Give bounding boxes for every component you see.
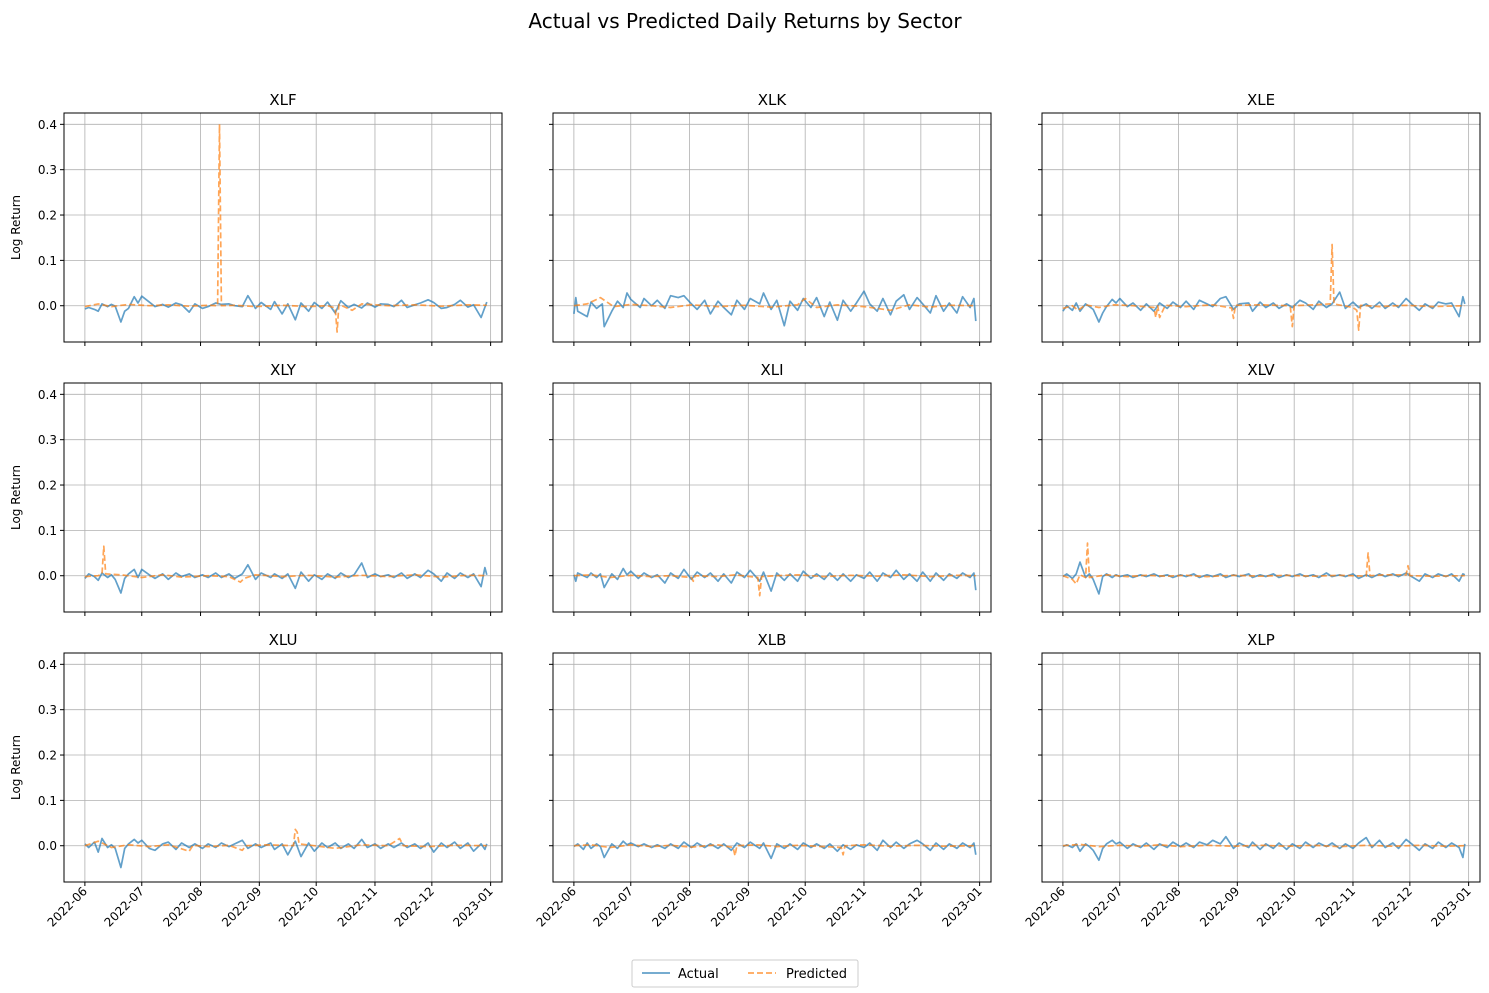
xtick-label: 2022-12 bbox=[1370, 884, 1415, 929]
axes-frame bbox=[552, 112, 992, 343]
subplot-xlk: XLK bbox=[549, 91, 992, 346]
plot-area bbox=[64, 653, 502, 882]
legend-label-actual: Actual bbox=[678, 967, 719, 982]
axes-frame bbox=[552, 382, 992, 613]
subplot-xlb: XLB 2022-06 2022-07 2022-08 2022-09 2022-10 20… bbox=[534, 631, 992, 930]
series-line-actual bbox=[1062, 291, 1466, 323]
xtick-label: 2023-01 bbox=[1428, 884, 1473, 929]
ytick-label: 0.3 bbox=[38, 163, 57, 177]
ylabel: Log Return bbox=[9, 735, 23, 800]
xtick-label: 2022-07 bbox=[102, 884, 147, 929]
plot-area bbox=[64, 113, 502, 342]
subplot-title: XLV bbox=[1247, 361, 1275, 379]
xtick-label: 2022-10 bbox=[1254, 884, 1299, 929]
series-line-predicted bbox=[84, 123, 487, 333]
xtick-label: 2022-11 bbox=[1313, 884, 1358, 929]
xtick-label: 2022-08 bbox=[649, 884, 694, 929]
xtick-label: 2023-01 bbox=[450, 884, 495, 929]
subplot-xle: XLE bbox=[1038, 91, 1481, 346]
ytick-label: 0.0 bbox=[38, 839, 57, 853]
series-line-actual bbox=[573, 290, 977, 328]
subplot-xli: XLI bbox=[549, 361, 992, 616]
ytick-label: 0.2 bbox=[38, 479, 57, 493]
plot-area bbox=[553, 113, 991, 342]
legend-frame bbox=[631, 959, 859, 988]
series-line-actual bbox=[573, 567, 977, 592]
xtick-label: 2022-10 bbox=[276, 884, 321, 929]
legend-label-predicted: Predicted bbox=[786, 967, 847, 982]
subplot-title: XLY bbox=[270, 361, 297, 379]
series-line-predicted bbox=[1062, 843, 1465, 848]
subplot-title: XLF bbox=[269, 91, 296, 109]
xtick-label: 2023-01 bbox=[939, 884, 984, 929]
axes-frame bbox=[63, 382, 503, 613]
xtick-label: 2022-12 bbox=[881, 884, 926, 929]
axes-frame bbox=[1041, 652, 1481, 883]
xtick-label: 2022-09 bbox=[708, 884, 753, 929]
xtick-label: 2022-07 bbox=[1080, 884, 1125, 929]
ytick-label: 0.3 bbox=[38, 703, 57, 717]
subplot-title: XLE bbox=[1247, 91, 1275, 109]
axes-frame bbox=[1041, 112, 1481, 343]
ytick-label: 0.1 bbox=[38, 524, 57, 538]
ytick-label: 0.1 bbox=[38, 254, 57, 268]
subplot-title: XLI bbox=[760, 361, 783, 379]
series-line-actual bbox=[1062, 835, 1466, 862]
xtick-label: 2022-11 bbox=[335, 884, 380, 929]
subplot-xlu: XLU 0.0 0.1 0.2 0.3 0.4 2022-06 2022-07 2022-08 2… bbox=[9, 631, 503, 930]
xtick-label: 2022-06 bbox=[1023, 884, 1068, 929]
xtick-label: 2022-09 bbox=[219, 884, 264, 929]
plot-area bbox=[1042, 113, 1480, 342]
xtick-label: 2022-07 bbox=[591, 884, 636, 929]
ytick-label: 0.3 bbox=[38, 433, 57, 447]
ytick-label: 0.4 bbox=[38, 658, 57, 672]
subplot-title: XLU bbox=[269, 631, 298, 649]
subplot-xly: XLY 0.0 0.1 0.2 0.3 0.4 Log Return bbox=[9, 361, 503, 616]
series-line-actual bbox=[573, 839, 977, 860]
legend: Actual Predicted bbox=[631, 959, 859, 988]
ytick-label: 0.0 bbox=[38, 299, 57, 313]
axes-frame bbox=[1041, 382, 1481, 613]
series-line-predicted bbox=[573, 843, 976, 857]
xtick-label: 2022-09 bbox=[1197, 884, 1242, 929]
xtick-label: 2022-12 bbox=[392, 884, 437, 929]
figure-title: Actual vs Predicted Daily Returns by Sec… bbox=[528, 9, 962, 33]
series-line-predicted bbox=[84, 545, 487, 583]
ytick-label: 0.0 bbox=[38, 569, 57, 583]
ytick-label: 0.2 bbox=[38, 209, 57, 223]
subplot-grid: XLF 0.0 0.1 0.2 0.3 0.4 Log Return XLK XLE XLY 0.0… bbox=[9, 91, 1481, 930]
xtick-label: 2022-06 bbox=[534, 884, 579, 929]
subplot-xlp: XLP 2022-06 2022-07 2022-08 2022-09 2022-10 20… bbox=[1023, 631, 1481, 930]
series-line-actual bbox=[84, 562, 488, 594]
subplot-title: XLK bbox=[758, 91, 788, 109]
subplot-xlf: XLF 0.0 0.1 0.2 0.3 0.4 Log Return bbox=[9, 91, 503, 346]
xtick-label: 2022-11 bbox=[824, 884, 869, 929]
subplot-title: XLB bbox=[758, 631, 787, 649]
xtick-label: 2022-06 bbox=[45, 884, 90, 929]
ylabel: Log Return bbox=[9, 465, 23, 530]
ytick-label: 0.4 bbox=[38, 118, 57, 132]
xtick-label: 2022-10 bbox=[765, 884, 810, 929]
subplot-title: XLP bbox=[1247, 631, 1275, 649]
series-line-predicted bbox=[573, 296, 976, 312]
axes-frame bbox=[63, 112, 503, 343]
series-line-actual bbox=[84, 837, 488, 869]
ytick-label: 0.4 bbox=[38, 388, 57, 402]
series-line-predicted bbox=[1062, 243, 1465, 332]
axes-frame bbox=[63, 652, 503, 883]
series-line-predicted bbox=[573, 573, 976, 597]
axes-frame bbox=[552, 652, 992, 883]
series-line-predicted bbox=[1062, 542, 1465, 585]
ytick-label: 0.1 bbox=[38, 794, 57, 808]
series-line-actual bbox=[1062, 561, 1466, 595]
xtick-label: 2022-08 bbox=[160, 884, 205, 929]
xtick-label: 2022-08 bbox=[1138, 884, 1183, 929]
ytick-label: 0.2 bbox=[38, 749, 57, 763]
subplot-xlv: XLV bbox=[1038, 361, 1481, 616]
ylabel: Log Return bbox=[9, 195, 23, 260]
